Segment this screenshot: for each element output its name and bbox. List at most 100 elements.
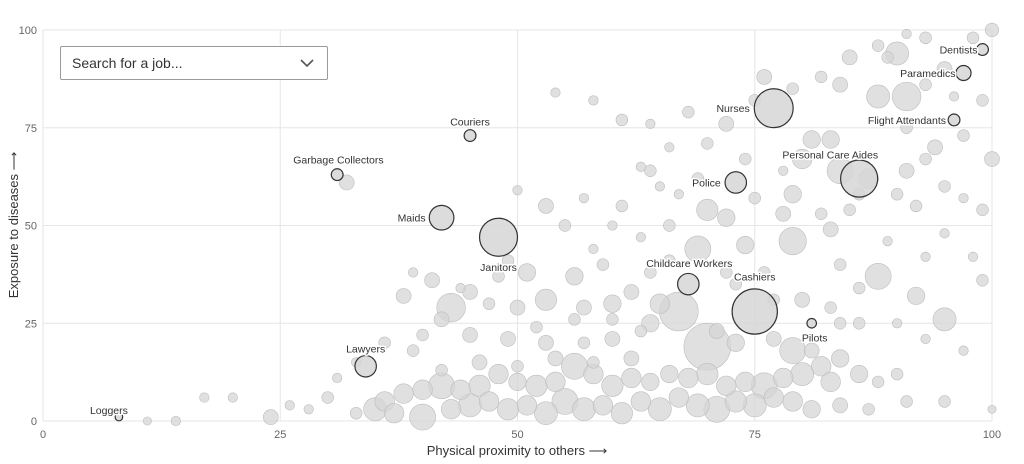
job-bubble[interactable] [724, 390, 747, 413]
job-bubble[interactable] [891, 81, 922, 112]
job-bubble[interactable] [852, 281, 866, 295]
job-bubble[interactable] [606, 313, 619, 326]
job-bubble[interactable] [794, 291, 811, 308]
job-bubble[interactable] [577, 336, 591, 349]
job-bubble[interactable] [890, 367, 904, 381]
job-bubble[interactable] [678, 367, 699, 389]
job-bubble[interactable] [635, 161, 646, 172]
job-bubble[interactable] [987, 404, 997, 414]
job-bubble[interactable] [262, 409, 279, 425]
highlighted-job-bubble[interactable] [976, 43, 990, 57]
job-bubble[interactable] [778, 165, 789, 176]
highlighted-job-bubble[interactable] [806, 317, 818, 329]
job-bubble[interactable] [349, 406, 363, 420]
job-bubble[interactable] [500, 331, 516, 347]
job-bubble[interactable] [958, 345, 969, 356]
job-bubble[interactable] [936, 61, 953, 77]
job-bubble[interactable] [684, 235, 712, 263]
highlighted-job-bubble[interactable] [731, 288, 778, 335]
job-bubble[interactable] [511, 360, 524, 373]
job-bubble[interactable] [478, 391, 500, 412]
job-bubble[interactable] [412, 379, 433, 400]
job-bubble[interactable] [615, 113, 629, 127]
job-bubble[interactable] [607, 220, 618, 231]
job-bubble[interactable] [142, 416, 152, 426]
job-bubble[interactable] [395, 288, 412, 304]
job-bubble[interactable] [938, 180, 951, 193]
job-bubble[interactable] [763, 387, 784, 408]
job-bubble[interactable] [338, 174, 355, 191]
job-bubble[interactable] [538, 198, 554, 214]
job-bubble[interactable] [508, 372, 527, 391]
job-bubble[interactable] [814, 207, 828, 220]
job-bubble[interactable] [440, 399, 462, 420]
job-bubble[interactable] [852, 317, 866, 330]
job-bubble[interactable] [645, 118, 656, 129]
job-bubble[interactable] [862, 403, 875, 416]
job-bubble[interactable] [966, 31, 980, 45]
job-bubble[interactable] [802, 130, 821, 149]
job-bubble[interactable] [803, 342, 820, 359]
job-bubble[interactable] [332, 372, 343, 384]
highlighted-job-bubble[interactable] [478, 217, 519, 257]
highlighted-job-bubble[interactable] [676, 272, 700, 296]
job-bubble[interactable] [450, 379, 471, 400]
job-bubble[interactable] [841, 49, 858, 66]
job-bubble[interactable] [455, 283, 466, 294]
highlighted-job-bubble[interactable] [947, 113, 961, 127]
job-bubble[interactable] [406, 344, 420, 357]
job-bubble[interactable] [802, 400, 821, 419]
job-bubble[interactable] [907, 286, 926, 305]
job-bubble[interactable] [824, 301, 837, 314]
job-bubble[interactable] [654, 181, 665, 192]
job-bubble[interactable] [790, 362, 815, 386]
job-bubble[interactable] [615, 199, 629, 213]
job-bubble[interactable] [773, 367, 794, 389]
job-bubble[interactable] [649, 293, 670, 314]
job-bubble[interactable] [843, 203, 856, 217]
job-bubble[interactable] [572, 397, 596, 422]
job-bubble[interactable] [428, 372, 455, 400]
job-bubble[interactable] [587, 356, 600, 369]
job-bubble[interactable] [409, 403, 436, 431]
job-bubble[interactable] [321, 391, 334, 404]
job-bubble[interactable] [682, 105, 695, 119]
job-bubble[interactable] [832, 76, 848, 93]
job-bubble[interactable] [871, 375, 885, 389]
job-bubble[interactable] [748, 191, 761, 205]
job-bubble[interactable] [927, 139, 943, 156]
job-bubble[interactable] [866, 84, 890, 109]
job-bubble[interactable] [739, 152, 752, 166]
highlighted-job-bubble[interactable] [955, 64, 972, 82]
job-bubble[interactable] [685, 393, 710, 418]
job-bubble[interactable] [736, 235, 755, 255]
job-bubble[interactable] [568, 313, 581, 326]
job-bubble[interactable] [850, 365, 869, 384]
job-bubble[interactable] [384, 403, 405, 424]
job-bubble[interactable] [976, 94, 989, 107]
job-bubble[interactable] [227, 392, 238, 403]
job-bubble[interactable] [900, 121, 913, 134]
job-bubble[interactable] [920, 251, 931, 262]
job-bubble[interactable] [882, 236, 893, 247]
job-bubble[interactable] [488, 363, 509, 385]
job-bubble[interactable] [900, 395, 913, 408]
job-bubble[interactable] [435, 363, 448, 377]
job-bubble[interactable] [516, 395, 538, 416]
highlighted-job-bubble[interactable] [114, 412, 124, 422]
job-bubble[interactable] [634, 324, 648, 338]
job-bubble[interactable] [783, 185, 802, 204]
job-bubble[interactable] [765, 331, 782, 347]
job-bubble[interactable] [726, 333, 745, 352]
job-bubble[interactable] [833, 258, 847, 271]
job-bubble[interactable] [545, 371, 566, 393]
job-bubble[interactable] [778, 227, 807, 256]
job-bubble[interactable] [729, 277, 742, 291]
job-bubble[interactable] [501, 254, 515, 267]
job-bubble[interactable] [673, 189, 684, 200]
job-bubble[interactable] [647, 397, 672, 422]
job-bubble[interactable] [782, 391, 803, 412]
job-bubble[interactable] [492, 270, 505, 283]
job-bubble[interactable] [775, 205, 792, 222]
job-bubble[interactable] [596, 258, 610, 271]
